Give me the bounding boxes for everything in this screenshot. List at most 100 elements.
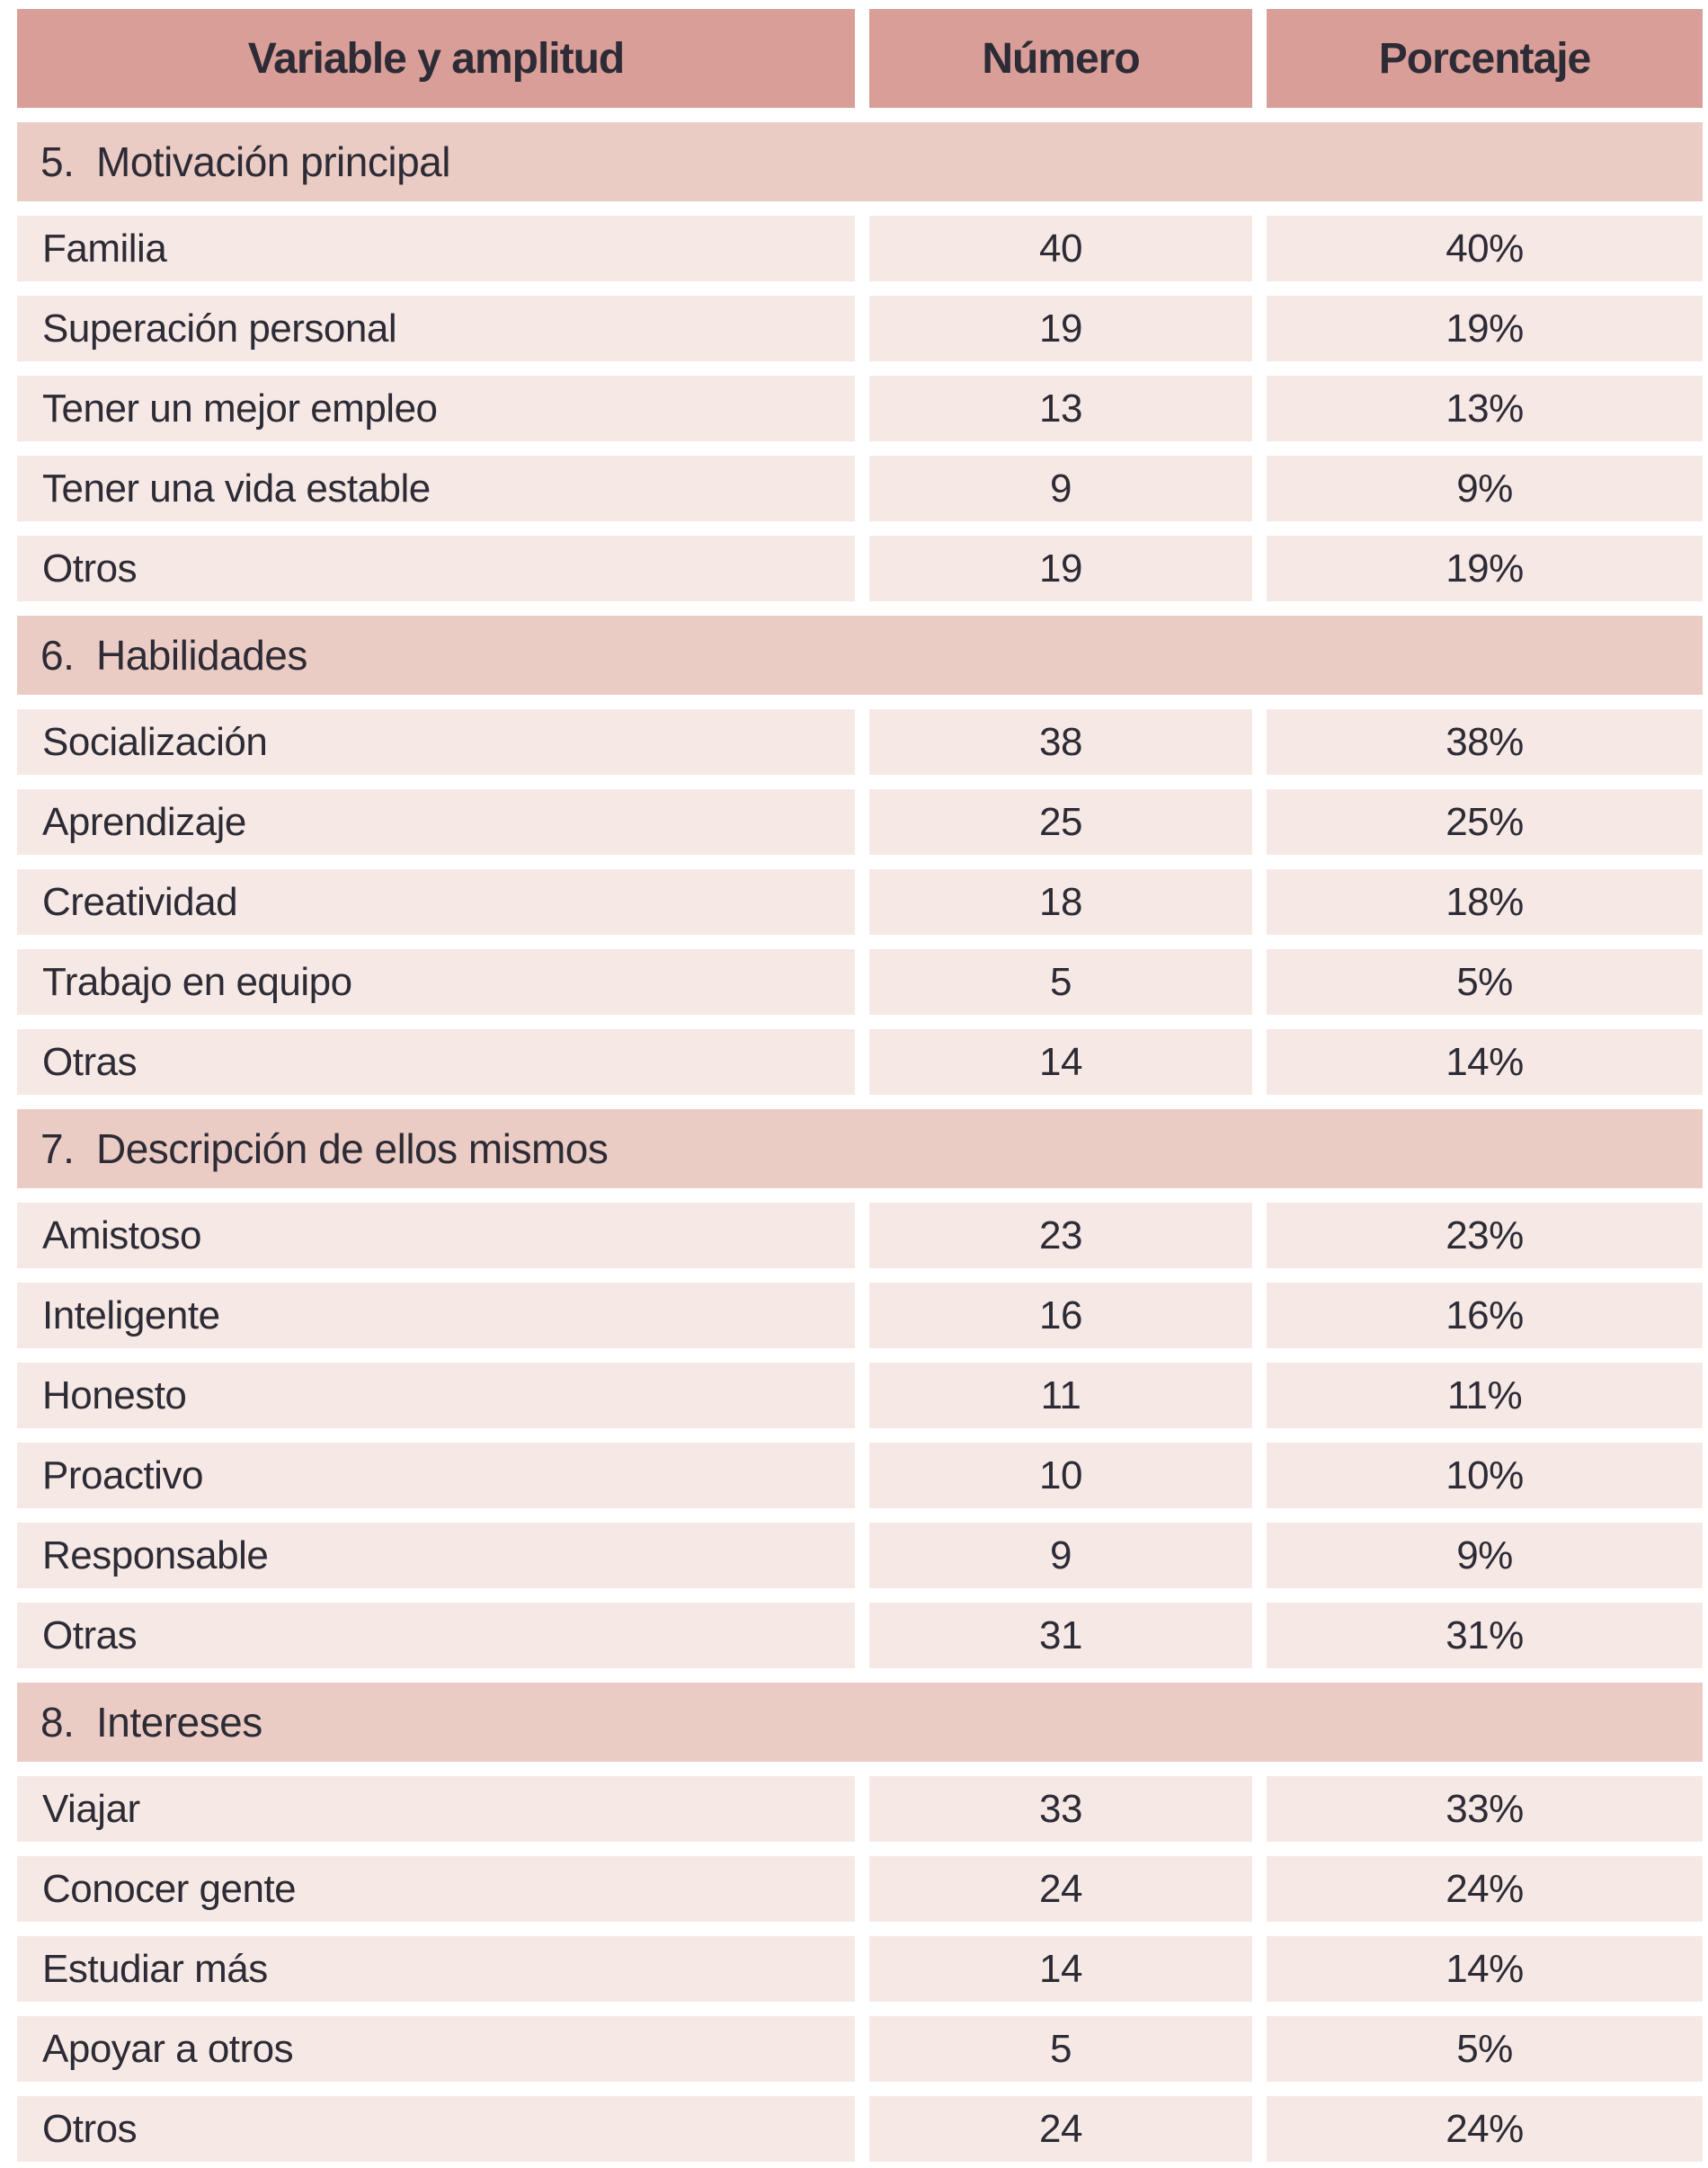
porcentaje-cell: 31% <box>1267 1603 1703 1668</box>
numero-cell: 13 <box>869 376 1252 441</box>
numero-cell: 25 <box>869 789 1252 855</box>
column-header-variable: Variable y amplitud <box>17 9 855 108</box>
porcentaje-cell: 13% <box>1267 376 1703 441</box>
porcentaje-cell: 19% <box>1267 296 1703 361</box>
table-row: Socialización 38 38% <box>17 709 1708 775</box>
table-row: Conocer gente 24 24% <box>17 1856 1708 1922</box>
section-title: Habilidades <box>96 632 307 679</box>
porcentaje-cell: 38% <box>1267 709 1703 775</box>
porcentaje-cell: 14% <box>1267 1029 1703 1095</box>
porcentaje-cell: 24% <box>1267 1856 1703 1922</box>
section-number: 6. <box>40 632 75 679</box>
section-header-row: 8. Intereses <box>17 1683 1703 1762</box>
porcentaje-cell: 16% <box>1267 1283 1703 1348</box>
variable-cell: Otros <box>17 536 855 601</box>
table-row: Estudiar más 14 14% <box>17 1936 1708 2002</box>
porcentaje-cell: 10% <box>1267 1443 1703 1508</box>
variable-cell: Estudiar más <box>17 1936 855 2002</box>
variable-cell: Otras <box>17 1029 855 1095</box>
table-row: Honesto 11 11% <box>17 1363 1708 1428</box>
variable-cell: Inteligente <box>17 1283 855 1348</box>
numero-cell: 33 <box>869 1776 1252 1842</box>
variable-cell: Viajar <box>17 1776 855 1842</box>
porcentaje-cell: 33% <box>1267 1776 1703 1842</box>
numero-cell: 14 <box>869 1029 1252 1095</box>
table-row: Responsable 9 9% <box>17 1523 1708 1588</box>
table-row: Otros 19 19% <box>17 536 1708 601</box>
numero-cell: 19 <box>869 296 1252 361</box>
section-header-row: 6. Habilidades <box>17 616 1703 695</box>
porcentaje-cell: 18% <box>1267 869 1703 935</box>
section-number: 5. <box>40 138 75 185</box>
variable-cell: Trabajo en equipo <box>17 949 855 1015</box>
table-row: Tener una vida estable 9 9% <box>17 456 1708 521</box>
variable-cell: Socialización <box>17 709 855 775</box>
porcentaje-cell: 11% <box>1267 1363 1703 1428</box>
section-header-row: 5. Motivación principal <box>17 122 1703 201</box>
porcentaje-cell: 9% <box>1267 1523 1703 1588</box>
variable-cell: Superación personal <box>17 296 855 361</box>
numero-cell: 31 <box>869 1603 1252 1668</box>
variable-cell: Aprendizaje <box>17 789 855 855</box>
variable-cell: Proactivo <box>17 1443 855 1508</box>
table-row: Otras 31 31% <box>17 1603 1708 1668</box>
table-row: Proactivo 10 10% <box>17 1443 1708 1508</box>
table-row: Trabajo en equipo 5 5% <box>17 949 1708 1015</box>
variable-cell: Apoyar a otros <box>17 2016 855 2082</box>
table-row: Creatividad 18 18% <box>17 869 1708 935</box>
numero-cell: 24 <box>869 2096 1252 2162</box>
table-row: Otras 14 14% <box>17 1029 1708 1095</box>
numero-cell: 16 <box>869 1283 1252 1348</box>
table-row: Otros 24 24% <box>17 2096 1708 2162</box>
column-header-numero: Número <box>869 9 1252 108</box>
numero-cell: 19 <box>869 536 1252 601</box>
numero-cell: 40 <box>869 216 1252 281</box>
variable-cell: Conocer gente <box>17 1856 855 1922</box>
section-header-row: 7. Descripción de ellos mismos <box>17 1109 1703 1188</box>
section-title: Motivación principal <box>96 138 450 185</box>
table-row: Apoyar a otros 5 5% <box>17 2016 1708 2082</box>
section-number: 8. <box>40 1699 75 1746</box>
numero-cell: 38 <box>869 709 1252 775</box>
column-header-porcentaje: Porcentaje <box>1267 9 1703 108</box>
numero-cell: 11 <box>869 1363 1252 1428</box>
numero-cell: 14 <box>869 1936 1252 2002</box>
section-number: 7. <box>40 1125 75 1172</box>
variable-cell: Tener una vida estable <box>17 456 855 521</box>
porcentaje-cell: 14% <box>1267 1936 1703 2002</box>
table-row: Superación personal 19 19% <box>17 296 1708 361</box>
numero-cell: 5 <box>869 949 1252 1015</box>
table-row: Tener un mejor empleo 13 13% <box>17 376 1708 441</box>
numero-cell: 18 <box>869 869 1252 935</box>
porcentaje-cell: 5% <box>1267 949 1703 1015</box>
variable-cell: Honesto <box>17 1363 855 1428</box>
variable-cell: Amistoso <box>17 1203 855 1268</box>
variable-cell: Familia <box>17 216 855 281</box>
table-row: Familia 40 40% <box>17 216 1708 281</box>
variable-cell: Responsable <box>17 1523 855 1588</box>
table-row: Inteligente 16 16% <box>17 1283 1708 1348</box>
numero-cell: 9 <box>869 456 1252 521</box>
numero-cell: 23 <box>869 1203 1252 1268</box>
section-title: Intereses <box>96 1699 262 1746</box>
porcentaje-cell: 23% <box>1267 1203 1703 1268</box>
table-row: Viajar 33 33% <box>17 1776 1708 1842</box>
table-header-row: Variable y amplitud Número Porcentaje <box>17 9 1708 108</box>
porcentaje-cell: 19% <box>1267 536 1703 601</box>
porcentaje-cell: 25% <box>1267 789 1703 855</box>
numero-cell: 10 <box>869 1443 1252 1508</box>
numero-cell: 9 <box>869 1523 1252 1588</box>
variable-cell: Tener un mejor empleo <box>17 376 855 441</box>
numero-cell: 5 <box>869 2016 1252 2082</box>
porcentaje-cell: 40% <box>1267 216 1703 281</box>
table-body: 5. Motivación principal Familia 40 40% Supera… <box>17 122 1708 2162</box>
table-row: Amistoso 23 23% <box>17 1203 1708 1268</box>
section-title: Descripción de ellos mismos <box>96 1125 609 1172</box>
variable-cell: Otras <box>17 1603 855 1668</box>
variable-cell: Otros <box>17 2096 855 2162</box>
table-row: Aprendizaje 25 25% <box>17 789 1708 855</box>
porcentaje-cell: 9% <box>1267 456 1703 521</box>
variable-cell: Creatividad <box>17 869 855 935</box>
porcentaje-cell: 5% <box>1267 2016 1703 2082</box>
